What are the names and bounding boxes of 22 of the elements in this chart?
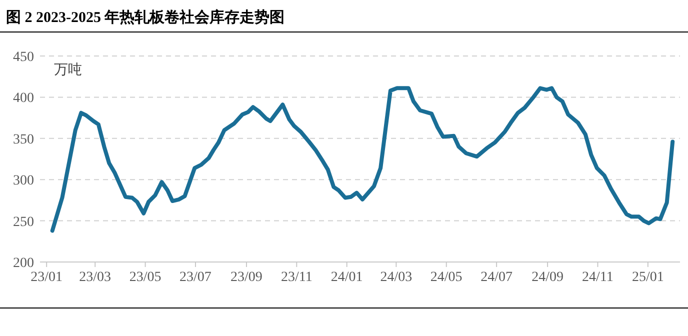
x-tick-label: 24/05 bbox=[430, 270, 462, 285]
x-tick-label: 23/05 bbox=[129, 270, 162, 285]
y-tick-label: 200 bbox=[13, 256, 34, 271]
x-tick-label: 24/07 bbox=[480, 270, 512, 285]
chart-title: 图 2 2023-2025 年热轧板卷社会库存走势图 bbox=[6, 8, 285, 26]
x-tick-label: 24/11 bbox=[582, 270, 614, 285]
x-tick-label: 24/09 bbox=[532, 270, 564, 285]
y-tick-label: 300 bbox=[13, 174, 34, 189]
y-tick-label: 400 bbox=[13, 91, 34, 106]
x-tick-label: 23/11 bbox=[280, 270, 312, 285]
line-series bbox=[50, 86, 675, 233]
y-tick-label: 350 bbox=[13, 132, 34, 148]
y-axis-title: 万吨 bbox=[54, 62, 82, 78]
x-tick-label: 24/03 bbox=[380, 270, 412, 285]
y-tick-label: 450 bbox=[13, 50, 34, 65]
y-tick-label: 250 bbox=[13, 214, 34, 230]
x-tick-label: 23/01 bbox=[30, 270, 63, 285]
x-tick-label: 23/09 bbox=[230, 270, 262, 285]
x-tick-label: 24/01 bbox=[330, 270, 363, 285]
x-tick-label: 25/01 bbox=[632, 270, 664, 285]
x-tick-label: 23/03 bbox=[79, 270, 112, 285]
x-tick-label: 23/07 bbox=[180, 270, 212, 285]
